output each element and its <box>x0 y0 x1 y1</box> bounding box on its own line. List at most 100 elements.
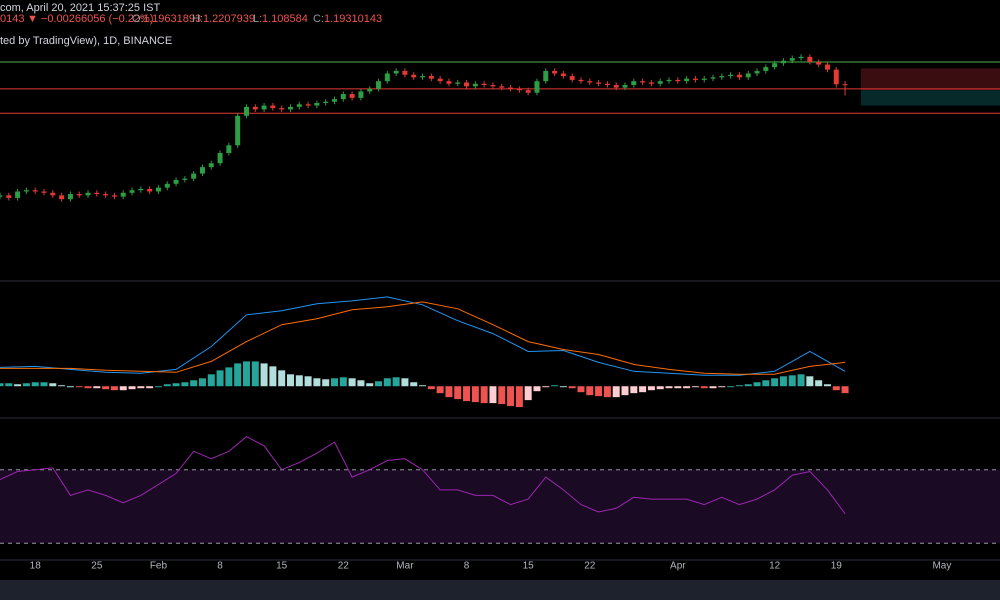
candle-body <box>287 106 293 110</box>
candle-body <box>754 70 760 74</box>
candle-body <box>208 163 214 168</box>
candle-body <box>613 85 619 88</box>
histogram-bar <box>58 385 66 387</box>
candle-body <box>314 102 320 106</box>
histogram-bar <box>665 386 673 389</box>
candle-body <box>446 81 452 84</box>
candle-body <box>587 81 593 83</box>
candle-body <box>604 83 610 86</box>
candle-body <box>199 167 205 174</box>
candle-body <box>50 192 56 196</box>
histogram-bar <box>286 374 294 387</box>
histogram-bar <box>771 378 779 387</box>
candle-body <box>455 82 461 84</box>
histogram-bar <box>234 363 242 387</box>
x-tick-label: 18 <box>30 561 42 572</box>
candle-body <box>824 64 830 70</box>
histogram-bar <box>630 386 638 394</box>
histogram-bar <box>93 386 101 389</box>
candle-body <box>552 70 558 74</box>
candle-body <box>543 70 549 82</box>
histogram-bar <box>322 379 330 387</box>
source: ted by TradingView), 1D, BINANCE <box>0 35 172 47</box>
change: ▼ −0.00266056 (−0.22%) <box>27 13 153 25</box>
histogram-bar <box>242 361 250 387</box>
histogram-bar <box>709 386 717 389</box>
histogram-bar <box>744 384 752 387</box>
histogram-bar <box>551 385 559 387</box>
candle-body <box>710 77 716 79</box>
histogram-bar <box>128 386 136 390</box>
histogram-bar <box>454 386 462 400</box>
candle-body <box>129 190 135 193</box>
candle-body <box>736 74 742 78</box>
histogram-bar <box>419 385 427 387</box>
histogram-bar <box>639 386 647 393</box>
candle-body <box>516 88 522 91</box>
ohlc-value: 1.19310143 <box>324 13 382 25</box>
histogram-bar <box>524 386 532 401</box>
histogram-bar <box>172 383 180 387</box>
histogram-bar <box>727 386 735 388</box>
histogram-bar <box>577 386 585 393</box>
histogram-bar <box>84 386 92 389</box>
candle-body <box>807 56 813 62</box>
candle-body <box>323 101 329 103</box>
candle-body <box>657 81 663 84</box>
zone-profit <box>860 90 1000 106</box>
candle-body <box>367 88 373 92</box>
histogram-bar <box>656 386 664 390</box>
candle-body <box>15 191 21 198</box>
histogram-bar <box>110 386 118 391</box>
histogram-bar <box>445 386 453 398</box>
candle-body <box>569 76 575 80</box>
candle-body <box>789 58 795 61</box>
candle-body <box>332 99 338 102</box>
histogram-bar <box>163 384 171 387</box>
histogram-bar <box>304 376 312 387</box>
histogram-bar <box>603 386 611 398</box>
histogram-bar <box>683 386 691 389</box>
macd-line <box>0 301 846 375</box>
histogram-bar <box>5 383 13 387</box>
histogram-bar <box>533 386 541 392</box>
candle-body <box>622 85 628 88</box>
histogram-bar <box>410 382 418 387</box>
candle-body <box>349 94 355 98</box>
ohlc-value: 1.2207939 <box>203 13 255 25</box>
candle-body <box>111 195 117 197</box>
plot-layer: 18 25 Feb 8 15 22 Mar 8 15 22 Apr 12 19 May <box>0 54 1000 572</box>
candle-body <box>252 106 258 110</box>
candle-body <box>490 85 496 87</box>
x-tick-label: Mar <box>396 561 414 572</box>
candle-body <box>279 108 285 110</box>
x-tick-label: 15 <box>523 561 535 572</box>
candle-body <box>305 104 311 106</box>
candle-body <box>684 78 690 82</box>
candle-body <box>578 79 584 82</box>
candle-body <box>384 73 390 82</box>
candle-body <box>67 194 73 200</box>
histogram-bar <box>779 376 787 387</box>
candle-body <box>182 178 188 180</box>
last-price: 0143 <box>0 13 24 25</box>
candle-body <box>816 61 822 65</box>
candle-body <box>560 73 566 77</box>
candle-body <box>833 69 839 85</box>
histogram-bar <box>392 377 400 387</box>
ohlc-value: 1.108584 <box>262 13 308 25</box>
candle-body <box>376 81 382 89</box>
candle-body <box>481 83 487 86</box>
candle-body <box>0 195 3 197</box>
histogram-bar <box>216 370 224 387</box>
candle-body <box>534 81 540 93</box>
candle-body <box>217 153 223 164</box>
histogram-bar <box>427 386 435 390</box>
histogram-bar <box>559 386 567 388</box>
histogram-bar <box>586 386 594 396</box>
histogram-bar <box>49 383 57 387</box>
histogram-bar <box>806 376 814 387</box>
x-tick-label: Feb <box>150 561 168 572</box>
histogram-bar <box>823 384 831 387</box>
